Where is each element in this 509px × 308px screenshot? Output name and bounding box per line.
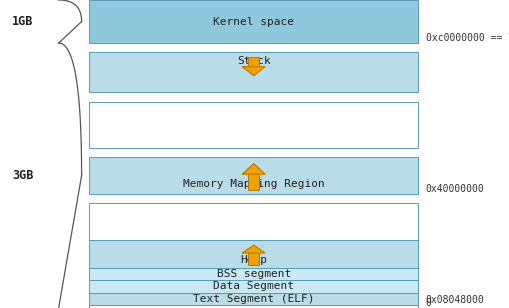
Text: Heap: Heap bbox=[240, 255, 267, 265]
Bar bbox=[89, 305, 417, 308]
Text: Memory Mapping Region: Memory Mapping Region bbox=[183, 179, 324, 189]
Text: 1GB: 1GB bbox=[12, 15, 34, 28]
Text: 0: 0 bbox=[425, 298, 431, 308]
Bar bbox=[89, 268, 417, 280]
Text: BSS segment: BSS segment bbox=[216, 269, 290, 279]
Bar bbox=[89, 102, 417, 148]
Text: 0x40000000: 0x40000000 bbox=[425, 184, 484, 194]
Bar bbox=[89, 240, 417, 268]
Polygon shape bbox=[242, 67, 265, 75]
Text: Kernel space: Kernel space bbox=[213, 17, 294, 26]
Bar bbox=[89, 293, 417, 305]
Text: Data Segment: Data Segment bbox=[213, 282, 294, 291]
Text: 0xc0000000 == TASK_SIZE: 0xc0000000 == TASK_SIZE bbox=[425, 32, 509, 43]
Bar bbox=[89, 0, 417, 43]
Bar bbox=[89, 280, 417, 293]
Bar bbox=[247, 57, 259, 67]
Bar bbox=[247, 174, 259, 190]
Polygon shape bbox=[242, 245, 265, 253]
Bar bbox=[89, 52, 417, 92]
Text: Stack: Stack bbox=[236, 56, 270, 66]
Polygon shape bbox=[242, 164, 265, 174]
Bar bbox=[89, 203, 417, 240]
Text: Text Segment (ELF): Text Segment (ELF) bbox=[192, 294, 314, 304]
Text: 0x08048000: 0x08048000 bbox=[425, 295, 484, 305]
Bar bbox=[89, 157, 417, 194]
Bar bbox=[247, 253, 259, 265]
Text: 3GB: 3GB bbox=[12, 169, 34, 182]
